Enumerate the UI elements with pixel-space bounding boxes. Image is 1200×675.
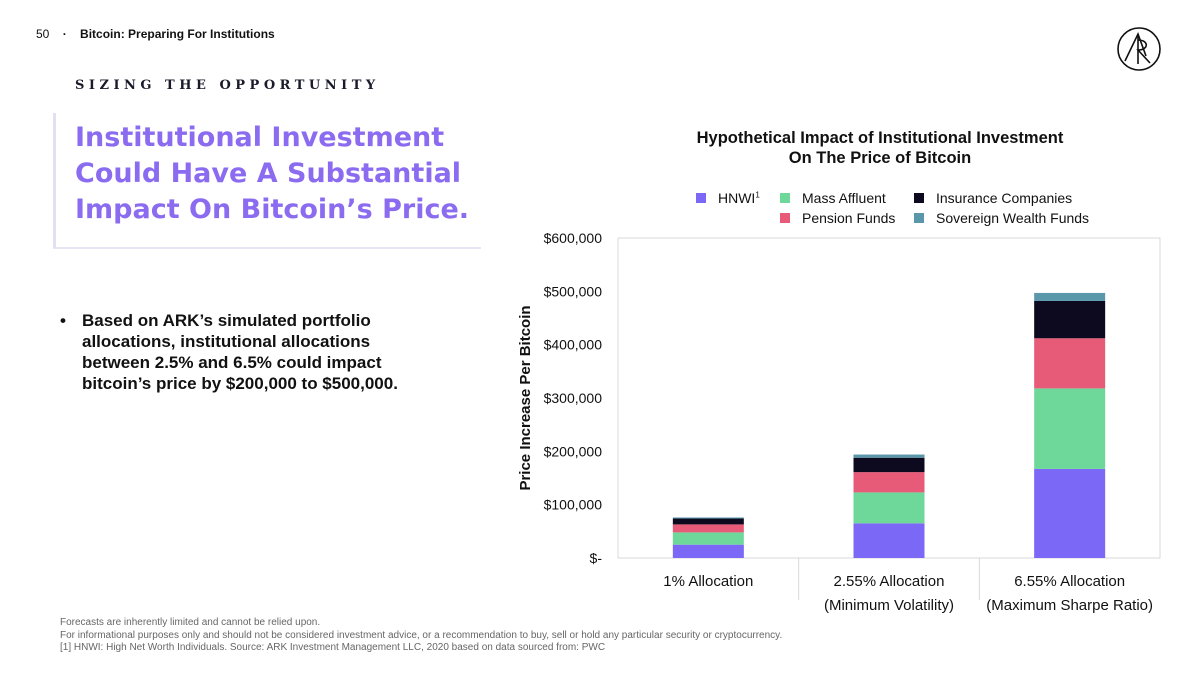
bullet-mark: •	[60, 311, 66, 330]
chart-title-line-1: Hypothetical Impact of Institutional Inv…	[696, 129, 1064, 147]
legend-item-pension-funds: Pension Funds	[780, 210, 895, 226]
bar-segment-mass-affluent	[1034, 388, 1106, 469]
legend-swatch-insurance-companies	[914, 193, 924, 203]
bar-segment-sovereign-wealth-funds	[1034, 292, 1106, 301]
footnotes: Forecasts are inherently limited and can…	[60, 617, 782, 655]
legend-swatch-mass-affluent	[780, 193, 790, 203]
legend-label-sovereign-wealth-funds: Sovereign Wealth Funds	[936, 210, 1090, 226]
document-title: Bitcoin: Preparing For Institutions	[80, 27, 275, 41]
footnote-1: Forecasts are inherently limited and can…	[60, 617, 321, 628]
bar-segment-sovereign-wealth-funds	[853, 454, 925, 458]
x-tick-label: 1% Allocation	[663, 573, 753, 590]
bar-segment-hnwi	[1034, 468, 1106, 558]
y-axis-label: Price Increase Per Bitcoin	[517, 305, 534, 490]
x-tick-label: 6.55% Allocation	[1014, 573, 1125, 590]
y-tick-label: $300,000	[544, 390, 603, 406]
x-tick-label: 2.55% Allocation	[834, 573, 945, 590]
header-separator: ·	[62, 27, 67, 41]
bar-segment-insurance-companies	[672, 518, 744, 525]
y-tick-label: $100,000	[544, 497, 603, 513]
bar-segment-sovereign-wealth-funds	[672, 517, 744, 519]
bar-segment-hnwi	[853, 523, 925, 558]
bar-segment-insurance-companies	[853, 457, 925, 473]
x-tick-label-sub: (Minimum Volatility)	[824, 597, 954, 614]
x-tick-label-sub: (Maximum Sharpe Ratio)	[986, 597, 1153, 614]
bar-segment-insurance-companies	[1034, 300, 1106, 339]
headline-frame	[53, 113, 481, 249]
legend-swatch-pension-funds	[780, 213, 790, 223]
legend-label-mass-affluent: Mass Affluent	[802, 190, 886, 206]
bullet-point: • Based on ARK’s simulated portfolio all…	[60, 310, 440, 394]
chart-title-line-2: On The Price of Bitcoin	[788, 149, 972, 167]
ark-logo-icon	[1117, 27, 1161, 71]
y-tick-label: $500,000	[544, 283, 603, 299]
y-tick-label: $400,000	[544, 337, 603, 353]
legend-item-mass-affluent: Mass Affluent	[780, 190, 886, 206]
legend-label-pension-funds: Pension Funds	[802, 210, 896, 226]
bar-segment-hnwi	[672, 544, 744, 558]
legend-item-hnwi: HNWI1	[696, 190, 760, 206]
footnote-3: [1] HNWI: High Net Worth Individuals. So…	[60, 642, 606, 653]
y-tick-label: $-	[590, 550, 603, 566]
y-tick-label: $200,000	[544, 443, 603, 459]
bar-segment-pension-funds	[672, 524, 744, 533]
y-tick-label: $600,000	[544, 230, 603, 246]
footnote-2: For informational purposes only and shou…	[60, 629, 783, 641]
legend-item-sovereign-wealth-funds: Sovereign Wealth Funds	[914, 210, 1089, 226]
bar-segment-pension-funds	[853, 472, 925, 493]
headline: Institutional Investment Could Have A Su…	[75, 122, 470, 225]
chart-title: Hypothetical Impact of Institutional Inv…	[640, 128, 1120, 168]
bar-segment-mass-affluent	[672, 532, 744, 545]
legend-swatch-sovereign-wealth-funds	[914, 213, 924, 223]
legend-label-insurance-companies: Insurance Companies	[936, 190, 1073, 206]
section-kicker: SIZING THE OPPORTUNITY	[75, 78, 380, 93]
bullet-text: Based on ARK’s simulated portfolio alloc…	[82, 311, 398, 393]
page-number: 50	[36, 27, 50, 41]
legend-swatch-hnwi	[696, 193, 706, 203]
bar-segment-pension-funds	[1034, 338, 1106, 389]
page-header: 50 · Bitcoin: Preparing For Institutions	[36, 27, 275, 41]
bar-segment-mass-affluent	[853, 492, 925, 524]
legend-label-hnwi: HNWI1	[718, 190, 760, 206]
legend-item-insurance-companies: Insurance Companies	[914, 190, 1072, 206]
stacked-bar-chart: $- $100,000 $200,000 $300,000 $400,000 $500,0…	[517, 230, 1161, 614]
